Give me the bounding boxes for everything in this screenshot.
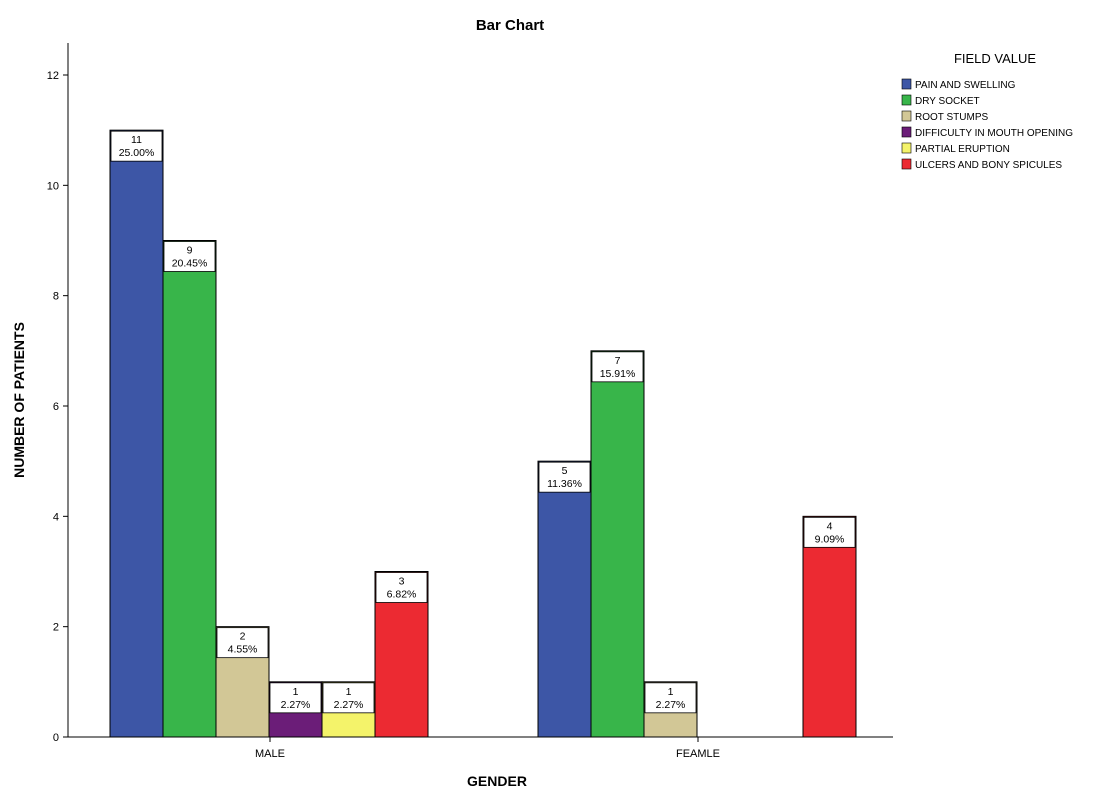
data-label-count: 1 bbox=[293, 686, 299, 698]
data-label-box bbox=[803, 516, 856, 548]
legend-item-label: ROOT STUMPS bbox=[915, 112, 988, 123]
data-label: 715.91% bbox=[591, 351, 644, 383]
legend-item-label: PARTIAL ERUPTION bbox=[915, 144, 1010, 155]
legend-swatch bbox=[901, 110, 912, 122]
data-label-percent: 9.09% bbox=[815, 533, 845, 545]
data-label: 511.36% bbox=[538, 461, 591, 493]
data-label-count: 9 bbox=[187, 245, 193, 257]
data-label-percent: 2.27% bbox=[281, 699, 311, 711]
bar bbox=[537, 460, 592, 738]
data-label-box bbox=[269, 682, 322, 714]
chart-title: Bar Chart bbox=[476, 17, 544, 34]
y-tick-label: 4 bbox=[53, 511, 59, 523]
data-label: 920.45% bbox=[163, 241, 216, 272]
data-label-percent: 4.55% bbox=[228, 644, 258, 656]
bar bbox=[802, 515, 857, 738]
bar bbox=[590, 350, 645, 738]
data-label-box bbox=[644, 682, 697, 714]
data-label-count: 11 bbox=[131, 134, 142, 146]
data-label: 24.55% bbox=[216, 627, 269, 659]
data-label-box bbox=[216, 627, 269, 659]
data-label-percent: 11.36% bbox=[547, 478, 582, 490]
data-label: 49.09% bbox=[803, 516, 856, 548]
data-label-count: 4 bbox=[827, 520, 833, 532]
bar bbox=[162, 240, 217, 738]
data-label-percent: 2.27% bbox=[334, 699, 364, 711]
legend-title: FIELD VALUE bbox=[954, 51, 1036, 66]
y-tick-label: 8 bbox=[53, 291, 59, 303]
legend: PAIN AND SWELLING DRY SOCKET ROOT STUMPS DI… bbox=[901, 78, 1073, 171]
data-label-box bbox=[375, 572, 428, 603]
data-label-count: 5 bbox=[562, 465, 568, 477]
data-label: 36.82% bbox=[375, 572, 428, 603]
data-label-box bbox=[163, 241, 216, 272]
data-label-percent: 6.82% bbox=[387, 589, 417, 601]
legend-swatch bbox=[901, 78, 912, 90]
y-tick-label: 10 bbox=[47, 180, 59, 192]
legend-item-label: ULCERS AND BONY SPICULES bbox=[915, 160, 1062, 171]
data-label-box bbox=[591, 351, 644, 383]
x-tick-label: MALE bbox=[255, 748, 285, 760]
data-label-percent: 15.91% bbox=[600, 368, 636, 380]
data-label-count: 1 bbox=[346, 686, 352, 698]
bar bbox=[109, 129, 164, 738]
data-label-percent: 2.27% bbox=[656, 699, 686, 711]
legend-swatch bbox=[901, 142, 912, 154]
data-label-box bbox=[110, 130, 163, 162]
data-label-box bbox=[538, 461, 591, 493]
y-tick-label: 12 bbox=[47, 70, 59, 82]
data-label-count: 7 bbox=[615, 355, 621, 367]
data-label: 12.27% bbox=[322, 682, 375, 714]
x-axis-label: GENDER bbox=[467, 773, 527, 789]
data-label: 12.27% bbox=[644, 682, 697, 714]
legend-swatch bbox=[901, 126, 912, 138]
data-label-percent: 25.00% bbox=[119, 147, 155, 159]
data-label-count: 1 bbox=[668, 686, 674, 698]
y-axis-label: NUMBER OF PATIENTS bbox=[11, 322, 27, 478]
data-label-box bbox=[322, 682, 375, 714]
y-tick-label: 0 bbox=[53, 732, 59, 744]
data-label: 12.27% bbox=[269, 682, 322, 714]
y-tick-label: 2 bbox=[53, 622, 59, 634]
data-label-count: 2 bbox=[240, 631, 246, 643]
data-label-percent: 20.45% bbox=[172, 258, 208, 270]
x-tick-label: FEAMLE bbox=[676, 748, 720, 760]
legend-swatch bbox=[901, 158, 912, 170]
legend-item-label: PAIN AND SWELLING bbox=[915, 80, 1016, 91]
y-tick-label: 6 bbox=[53, 401, 59, 413]
data-label-count: 3 bbox=[399, 576, 405, 588]
legend-swatch bbox=[901, 94, 912, 106]
legend-item-label: DIFFICULTY IN MOUTH OPENING bbox=[915, 128, 1073, 139]
legend-item-label: DRY SOCKET bbox=[915, 96, 980, 107]
plot-area: 024681012MALE1125.00%920.45%24.55%12.27%… bbox=[47, 43, 893, 760]
